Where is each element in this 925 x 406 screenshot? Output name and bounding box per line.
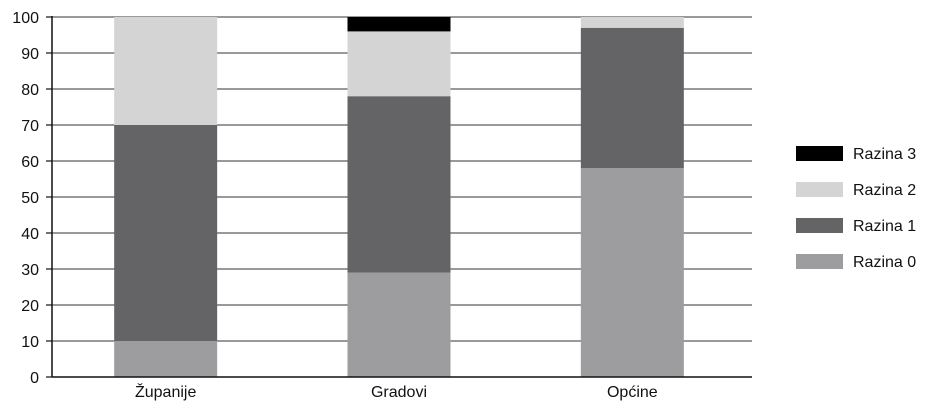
y-tick-label: 20 [21,298,39,315]
bar-segment [114,341,218,377]
legend-swatch [796,146,843,161]
bar-segment [580,168,684,377]
legend: Razina 3 Razina 2 Razina 1 Razina 0 [796,146,916,271]
y-tick-label: 70 [21,118,39,135]
y-tick-label: 100 [12,10,39,27]
bars [114,17,684,377]
x-tick-label: Gradovi [371,384,427,401]
legend-swatch [796,182,843,197]
y-tick-label: 0 [30,370,39,387]
legend-swatch [796,218,843,233]
y-tick-label: 10 [21,334,39,351]
bar-segment [580,17,684,28]
legend-label: Razina 0 [853,254,916,271]
y-tick-label: 60 [21,154,39,171]
y-tick-label: 80 [21,82,39,99]
bar-segment [347,31,451,97]
legend-swatch [796,254,843,269]
legend-label: Razina 2 [853,182,916,199]
x-tick-label: Županije [135,382,196,401]
bar-segment [347,96,451,273]
y-tick-label: 50 [21,190,39,207]
y-tick-label: 30 [21,262,39,279]
legend-label: Razina 1 [853,218,916,235]
y-tick-label: 90 [21,46,39,63]
legend-label: Razina 3 [853,146,916,163]
bar-segment [347,17,451,32]
bar-segment [347,272,451,377]
bar-segment [114,125,218,341]
axes: 0 10 20 30 40 50 60 70 80 90 100 Županije Gradovi Opć… [12,10,752,401]
y-tick-label: 40 [21,226,39,243]
bar-segment [114,17,218,125]
bar-segment [580,27,684,169]
x-tick-label: Općine [607,384,658,401]
